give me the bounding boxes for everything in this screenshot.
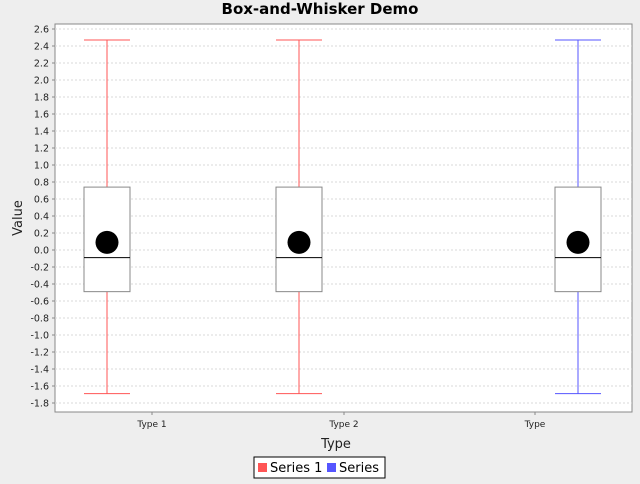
y-tick-label: -1.0 bbox=[30, 331, 49, 342]
y-axis-label: Value bbox=[11, 200, 26, 236]
chart-title: Box-and-Whisker Demo bbox=[222, 0, 419, 18]
y-tick-label: 1.4 bbox=[34, 127, 49, 138]
y-tick-label: -0.4 bbox=[30, 280, 49, 291]
box-plot bbox=[275, 39, 323, 395]
y-tick-label: 2.0 bbox=[34, 76, 49, 87]
y-tick-label: 1.0 bbox=[34, 161, 49, 172]
y-tick-label: -0.2 bbox=[30, 263, 49, 274]
legend: Series 1 Series bbox=[253, 456, 386, 479]
y-tick-label: 0.8 bbox=[34, 178, 49, 189]
y-tick-label: 0.0 bbox=[34, 246, 49, 257]
x-axis-label: Type bbox=[320, 437, 351, 452]
legend-label: Series bbox=[339, 461, 379, 476]
y-tick-label: 1.8 bbox=[34, 93, 49, 104]
y-axis-ticks: 2.6 2.4 2.2 2.0 1.8 1.6 1.4 1.2 1.0 0.8 0.6 0.4 0.2 0… bbox=[30, 25, 55, 410]
y-tick-label: 0.4 bbox=[34, 212, 49, 223]
legend-swatch bbox=[258, 463, 267, 472]
y-tick-label: -1.8 bbox=[30, 399, 49, 410]
x-tick-label: Type 2 bbox=[328, 420, 358, 430]
plot-area bbox=[54, 23, 633, 413]
y-tick-label: 0.2 bbox=[34, 229, 49, 240]
box-plots bbox=[83, 39, 602, 395]
gridlines bbox=[55, 28, 632, 404]
y-tick-label: 1.6 bbox=[34, 110, 49, 121]
y-tick-label: -0.8 bbox=[30, 314, 49, 325]
legend-box bbox=[253, 456, 386, 479]
x-tick-label: Type bbox=[524, 420, 546, 430]
y-tick-label: -0.6 bbox=[30, 297, 49, 308]
mean-marker bbox=[287, 230, 311, 254]
y-tick-label: 0.6 bbox=[34, 195, 49, 206]
y-tick-label: -1.2 bbox=[30, 348, 49, 359]
y-tick-label: 2.2 bbox=[34, 59, 49, 70]
x-tick-label: Type 1 bbox=[136, 420, 166, 430]
mean-marker bbox=[566, 230, 590, 254]
y-tick-label: 2.6 bbox=[34, 25, 49, 36]
box-plot bbox=[554, 39, 602, 395]
mean-marker bbox=[95, 230, 119, 254]
y-tick-label: 2.4 bbox=[34, 42, 49, 53]
box-plot bbox=[83, 39, 131, 395]
y-tick-label: -1.4 bbox=[30, 365, 49, 376]
y-tick-label: 1.2 bbox=[34, 144, 49, 155]
y-tick-label: -1.6 bbox=[30, 382, 49, 393]
legend-label: Series 1 bbox=[270, 461, 322, 476]
legend-swatch bbox=[327, 463, 336, 472]
x-axis-ticks: Type 1 Type 2 Type bbox=[136, 412, 546, 430]
